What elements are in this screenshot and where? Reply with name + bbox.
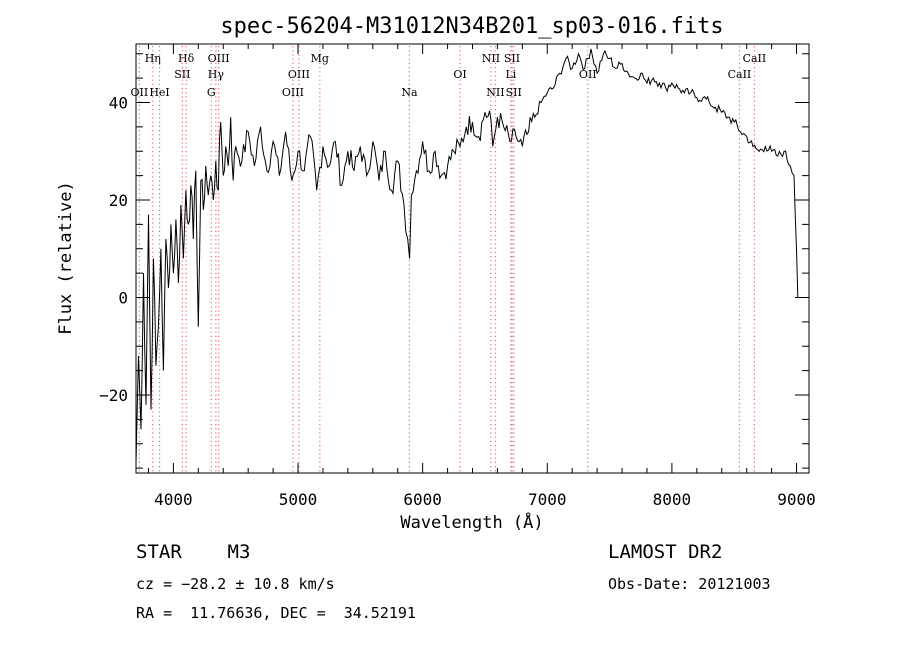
x-axis-label: Wavelength (Å) — [400, 511, 543, 533]
line-label: Mg — [311, 52, 329, 65]
x-tick-label: 8000 — [653, 490, 692, 509]
axis-tick-labels: 4000 5000 6000 7000 8000 9000 −20 0 20 40 — [99, 94, 816, 510]
line-label: NII — [486, 86, 504, 99]
y-tick-label: 20 — [109, 191, 128, 210]
x-tick-label: 6000 — [403, 490, 442, 509]
y-axis-label: Flux (relative) — [56, 181, 76, 335]
line-label: OII — [579, 68, 597, 81]
spectrum-line — [135, 48, 799, 464]
line-label: SII — [506, 86, 522, 99]
line-label: Li — [505, 68, 516, 81]
line-label: OIII — [288, 68, 310, 81]
emission-line-markers — [138, 46, 756, 472]
line-label: NII — [482, 52, 500, 65]
y-tick-label: 40 — [109, 94, 128, 113]
line-label: OI — [453, 68, 466, 81]
plot-frame — [135, 43, 810, 474]
line-label: HeI — [149, 86, 169, 99]
observation-date: Obs-Date: 20121003 — [608, 575, 771, 593]
line-label: OII — [131, 86, 149, 99]
survey-name: LAMOST DR2 — [608, 541, 723, 563]
x-tick-label: 4000 — [154, 490, 193, 509]
line-label: CaII — [743, 52, 767, 65]
emission-line-labels: OIIHηHeISIIHδGHγOIIIOIIIOIIIMgNaOINIINII… — [131, 52, 767, 99]
line-label: OIII — [208, 52, 230, 65]
x-tick-label: 7000 — [528, 490, 567, 509]
line-label: G — [207, 86, 216, 99]
line-label: Hη — [145, 52, 161, 65]
x-tick-label: 5000 — [279, 490, 318, 509]
y-tick-label: 0 — [118, 289, 128, 308]
line-label: Na — [401, 86, 418, 99]
chart-title: spec-56204-M31012N34B201_sp03-016.fits — [220, 14, 723, 39]
line-label: CaII — [728, 68, 752, 81]
line-label: Hδ — [178, 52, 195, 65]
axis-ticks — [136, 44, 809, 473]
x-tick-label: 9000 — [777, 490, 816, 509]
line-label: SII — [174, 68, 190, 81]
y-tick-label: −20 — [99, 386, 128, 405]
line-label: OIII — [282, 86, 304, 99]
sky-coordinates: RA = 11.76636, DEC = 34.52191 — [136, 604, 416, 622]
line-label: Hγ — [208, 68, 225, 81]
line-label: SII — [504, 52, 520, 65]
redshift-velocity: cz = −28.2 ± 10.8 km/s — [136, 575, 335, 593]
object-class: STAR M3 — [136, 541, 251, 563]
